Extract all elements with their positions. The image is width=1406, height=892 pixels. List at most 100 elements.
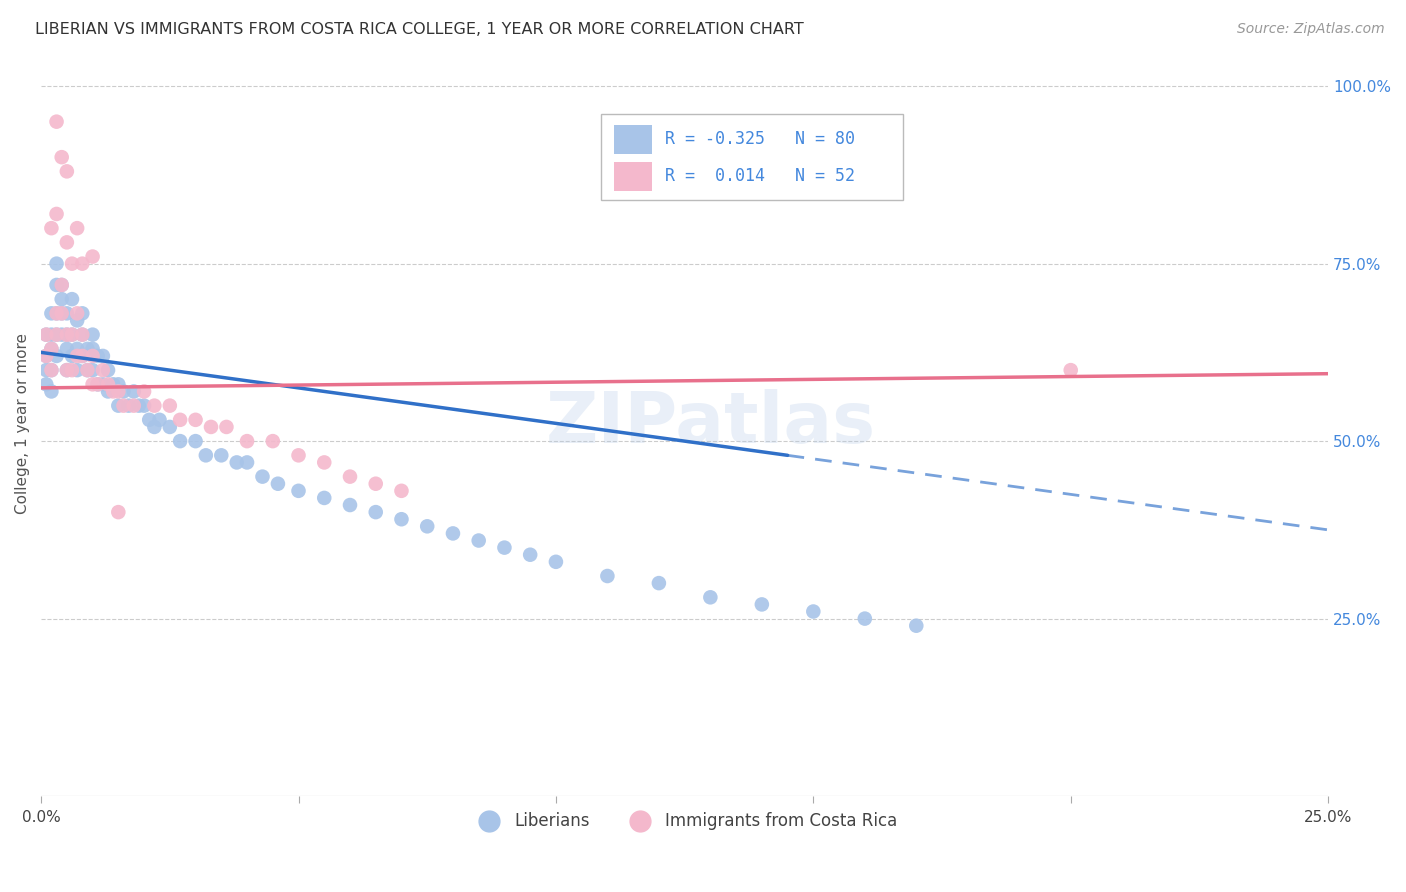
Point (122, 399, 145, 413)
Point (494, 541, 516, 555)
Point (267, 476, 290, 491)
Point (72, 349, 94, 363)
Point (45, 349, 67, 363)
Point (41, 221, 63, 235)
Point (132, 384, 155, 399)
Point (107, 399, 129, 413)
Point (56, 164, 79, 178)
FancyBboxPatch shape (614, 162, 652, 191)
Point (596, 569, 619, 583)
Point (391, 512, 413, 526)
Point (66, 221, 89, 235)
Point (314, 455, 336, 469)
Point (143, 420, 166, 434)
Point (107, 505, 129, 519)
Text: Source: ZipAtlas.com: Source: ZipAtlas.com (1237, 22, 1385, 37)
Point (45, 327, 67, 342)
Point (82, 250, 104, 264)
Point (51, 150, 73, 164)
Point (51, 292, 73, 306)
Point (159, 399, 181, 413)
Point (91, 349, 114, 363)
Point (45, 306, 67, 320)
Point (41, 306, 63, 320)
Point (87, 349, 110, 363)
Point (56, 342, 79, 356)
Point (112, 399, 135, 413)
Point (364, 476, 387, 491)
FancyBboxPatch shape (614, 125, 652, 153)
Point (56, 327, 79, 342)
Point (82, 342, 104, 356)
Point (648, 576, 671, 591)
Point (41, 384, 63, 399)
Point (225, 455, 247, 469)
Point (339, 469, 361, 483)
Point (76, 363, 98, 377)
Point (56, 363, 79, 377)
Point (41, 342, 63, 356)
Point (35, 349, 58, 363)
Point (441, 526, 464, 541)
Point (35, 327, 58, 342)
Point (416, 519, 439, 533)
Point (107, 377, 129, 392)
Point (148, 413, 170, 427)
Point (76, 342, 98, 356)
Point (72, 327, 94, 342)
Point (169, 413, 191, 427)
Point (143, 399, 166, 413)
Point (41, 363, 63, 377)
Point (35, 349, 58, 363)
Point (262, 434, 284, 449)
Point (72, 327, 94, 342)
Point (132, 399, 155, 413)
Point (87, 377, 110, 392)
Point (97, 363, 120, 377)
Point (66, 313, 89, 327)
Point (91, 363, 114, 377)
Point (45, 277, 67, 292)
Point (82, 349, 104, 363)
Point (60, 327, 83, 342)
Point (82, 363, 104, 377)
Point (51, 306, 73, 320)
Point (699, 591, 721, 605)
Point (103, 377, 125, 392)
Point (41, 327, 63, 342)
Point (56, 306, 79, 320)
Point (314, 491, 336, 505)
Point (66, 342, 89, 356)
Point (66, 349, 89, 363)
Point (544, 555, 567, 569)
Point (853, 612, 876, 626)
Point (905, 618, 928, 632)
Text: R =  0.014   N = 52: R = 0.014 N = 52 (665, 167, 855, 185)
Point (45, 114, 67, 128)
Point (103, 384, 125, 399)
Point (35, 377, 58, 392)
Text: R = -0.325   N = 80: R = -0.325 N = 80 (665, 129, 855, 148)
Point (117, 399, 139, 413)
Point (82, 377, 104, 392)
Point (200, 420, 222, 434)
Point (169, 434, 191, 449)
Point (51, 306, 73, 320)
Point (215, 420, 238, 434)
Point (82, 327, 104, 342)
Point (252, 469, 274, 483)
Y-axis label: College, 1 year or more: College, 1 year or more (15, 333, 30, 514)
Point (35, 363, 58, 377)
Point (56, 363, 79, 377)
Point (60, 257, 83, 271)
Point (60, 292, 83, 306)
Point (751, 598, 773, 612)
Point (91, 377, 114, 392)
Point (138, 413, 160, 427)
Legend: Liberians, Immigrants from Costa Rica: Liberians, Immigrants from Costa Rica (465, 805, 904, 836)
Point (339, 498, 361, 512)
Point (45, 327, 67, 342)
Point (56, 327, 79, 342)
Point (364, 505, 387, 519)
Point (97, 377, 120, 392)
